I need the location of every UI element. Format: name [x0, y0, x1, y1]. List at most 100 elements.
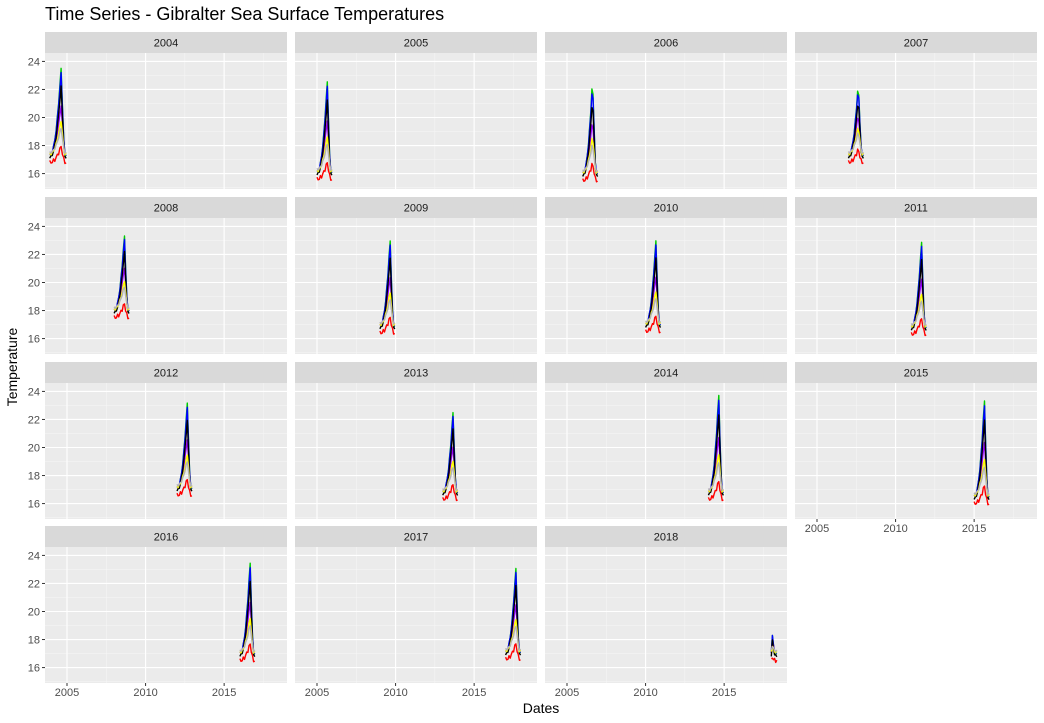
y-tick-label: 18	[28, 635, 40, 647]
facet-strip	[45, 362, 287, 383]
series-line	[239, 643, 256, 663]
series-line	[176, 461, 193, 488]
facet-panel: 2013	[295, 362, 537, 519]
facet-panel: 2017 2005 2010 2015	[295, 526, 537, 699]
facet-panel: 2011	[795, 197, 1037, 354]
facet-strip	[295, 362, 537, 383]
y-tick-label: 16	[28, 169, 40, 181]
facet-strip	[545, 197, 787, 218]
series-line	[847, 148, 864, 165]
x-tick-label: 2010	[633, 687, 657, 699]
series-line	[582, 162, 598, 183]
series-line	[49, 127, 67, 155]
facet-strip-label: 2004	[154, 38, 178, 50]
series-line	[707, 480, 724, 502]
facet-strip	[45, 526, 287, 547]
plot-panel-background	[795, 53, 1037, 189]
y-tick-label: 16	[28, 663, 40, 675]
y-tick-label: 24	[28, 550, 40, 562]
plot-panel-background	[295, 383, 537, 519]
facet-strip	[45, 32, 287, 53]
facet-panel: 2018 2005 2010 2015	[545, 526, 787, 699]
facet-strip	[795, 197, 1037, 218]
y-tick-label: 18	[28, 306, 40, 318]
plot-panel-background	[545, 547, 787, 683]
y-tick-label: 22	[28, 414, 40, 426]
x-tick-label: 2005	[555, 687, 579, 699]
plot-panel-background	[795, 383, 1037, 519]
series-line	[910, 318, 927, 337]
series-line	[771, 657, 778, 664]
facet-strip-label: 2018	[654, 532, 678, 544]
facet-strip	[545, 526, 787, 547]
facet-panel: 2015 2005 2010 2015	[795, 362, 1037, 535]
facet-strip-label: 2011	[904, 203, 928, 215]
y-tick-label: 20	[28, 277, 40, 289]
plot-panel-background	[45, 53, 287, 189]
facet-panel: 2012 16 18 20 22 24	[28, 362, 287, 519]
x-tick-label: 2015	[462, 687, 486, 699]
series-line	[973, 485, 990, 506]
x-tick-label: 2005	[805, 523, 829, 535]
facet-strip-label: 2008	[154, 203, 178, 215]
facet-strip	[545, 32, 787, 53]
series-line	[113, 286, 130, 310]
facet-strip	[795, 32, 1037, 53]
y-tick-label: 20	[28, 606, 40, 618]
series-line	[504, 643, 521, 661]
series-line	[770, 646, 778, 653]
x-tick-label: 2005	[55, 687, 79, 699]
plot-panel-background	[545, 53, 787, 189]
y-tick-label: 22	[28, 84, 40, 96]
x-tick-label: 2015	[712, 687, 736, 699]
series-line	[379, 299, 396, 325]
series-line	[113, 303, 130, 320]
facet-strip-label: 2009	[404, 203, 428, 215]
facet-strip	[295, 526, 537, 547]
x-tick-label: 2015	[962, 523, 986, 535]
facet-panel: 2006	[545, 32, 787, 189]
x-tick-label: 2005	[305, 687, 329, 699]
facet-strip-label: 2007	[904, 38, 928, 50]
x-tick-label: 2010	[383, 687, 407, 699]
x-tick-label: 2015	[212, 687, 236, 699]
plot-panel-background	[295, 547, 537, 683]
facet-strip-label: 2012	[154, 368, 178, 380]
series-line	[644, 315, 661, 334]
y-tick-label: 18	[28, 141, 40, 153]
facet-strip	[295, 197, 537, 218]
facet-panels: 2004 16 18 20 22 24 2005 2006 2007 2008 16 18 20 22 24…	[28, 32, 1037, 699]
facet-strip-label: 2015	[904, 368, 928, 380]
series-line	[176, 478, 193, 497]
series-line	[49, 145, 67, 165]
series-line	[910, 300, 927, 327]
facet-panel: 2014	[545, 362, 787, 519]
facet-strip-label: 2016	[154, 532, 178, 544]
series-line	[504, 625, 522, 652]
plot-panel-background	[45, 383, 287, 519]
facet-strip-label: 2005	[404, 38, 428, 50]
y-tick-label: 24	[28, 56, 40, 68]
series-line	[442, 467, 459, 492]
y-tick-label: 22	[28, 249, 40, 261]
facet-panel: 2016 16 18 20 22 24 2005 2010 2015	[28, 526, 287, 699]
x-axis-title: Dates	[523, 700, 560, 716]
facet-strip-label: 2006	[654, 38, 678, 50]
facet-strip	[45, 197, 287, 218]
y-tick-label: 20	[28, 112, 40, 124]
facet-strip-label: 2017	[404, 532, 428, 544]
facet-panel: 2004 16 18 20 22 24	[28, 32, 287, 189]
series-line	[316, 161, 333, 182]
plot-panel-background	[545, 218, 787, 354]
x-tick-label: 2010	[883, 523, 907, 535]
series-line	[973, 466, 990, 496]
plot-panel-background	[295, 218, 537, 354]
plot-panel-background	[45, 218, 287, 354]
plot-panel-background	[545, 383, 787, 519]
y-tick-label: 24	[28, 221, 40, 233]
facet-panel: 2007	[795, 32, 1037, 189]
facet-strip-label: 2010	[654, 203, 678, 215]
facet-panel: 2008 16 18 20 22 24	[28, 197, 287, 354]
series-line	[442, 484, 458, 502]
